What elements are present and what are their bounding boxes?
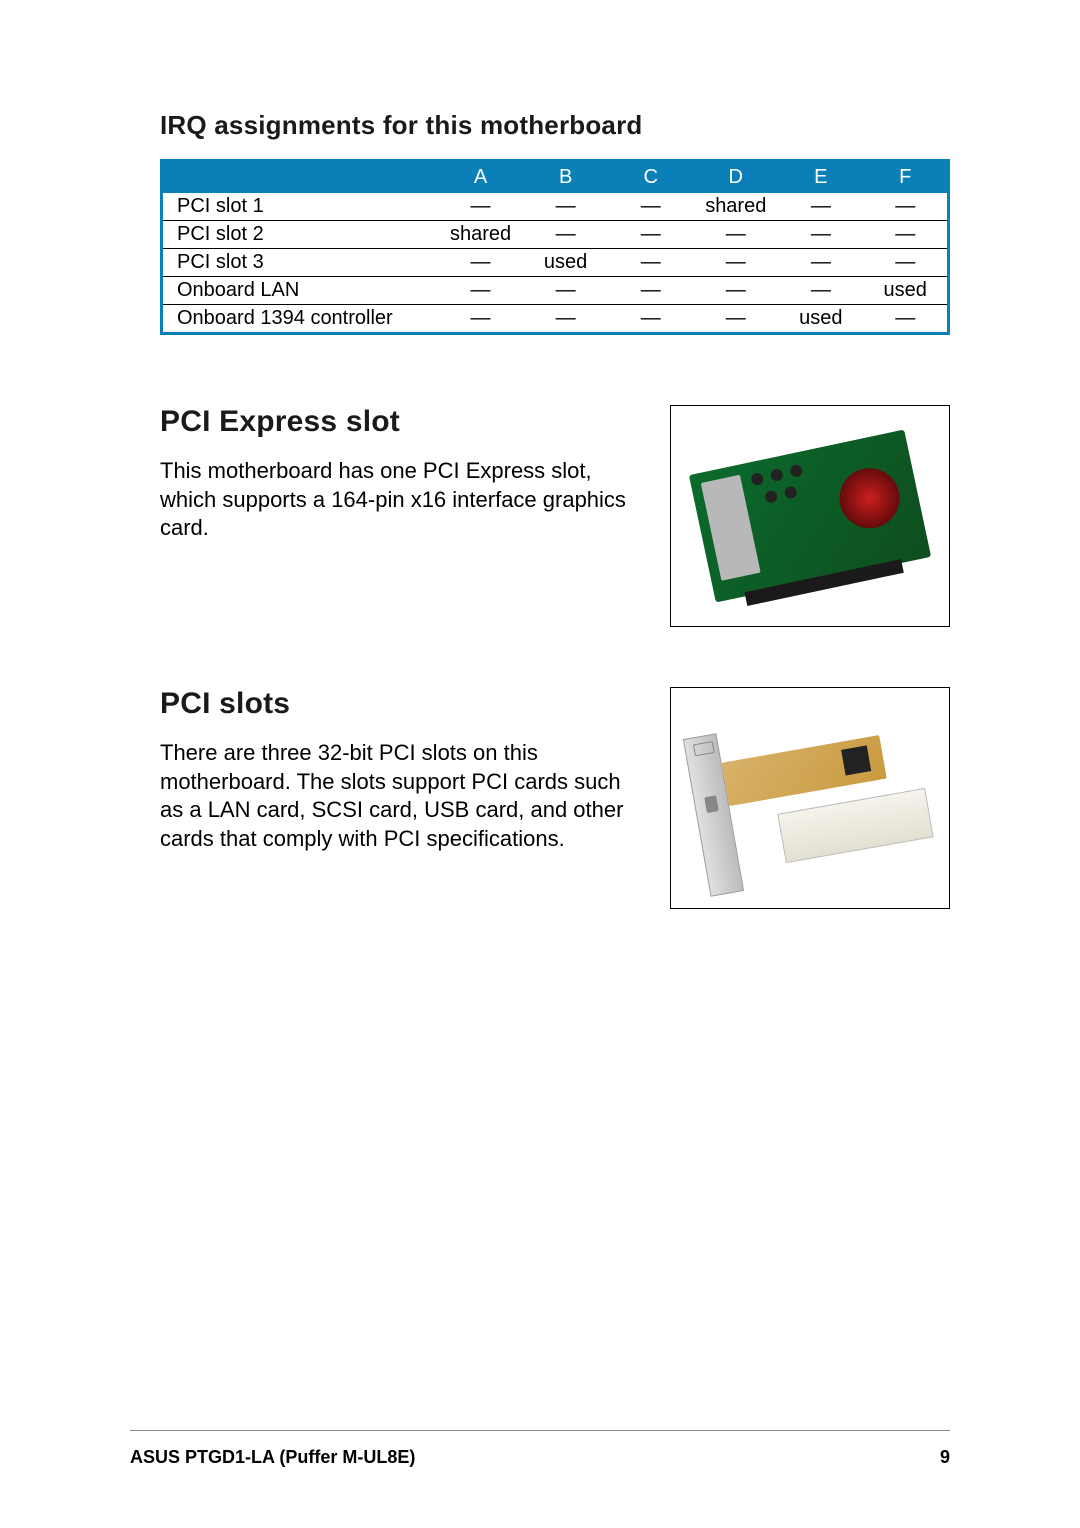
pci-express-image <box>670 405 950 627</box>
irq-cell: — <box>693 277 778 305</box>
irq-row-label: Onboard LAN <box>162 277 439 305</box>
irq-cell: shared <box>693 193 778 221</box>
irq-cell: — <box>693 249 778 277</box>
irq-col-e: E <box>778 161 863 194</box>
pci-slots-heading: PCI slots <box>160 687 630 721</box>
irq-cell: — <box>693 305 778 334</box>
table-row: Onboard LAN — — — — — used <box>162 277 949 305</box>
irq-cell: — <box>863 193 948 221</box>
pci-express-heading: PCI Express slot <box>160 405 630 439</box>
pci-card-icon <box>683 699 937 897</box>
irq-cell: — <box>778 249 863 277</box>
irq-cell: — <box>863 305 948 334</box>
pci-express-text: PCI Express slot This motherboard has on… <box>160 405 630 543</box>
footer-page-number: 9 <box>940 1447 950 1468</box>
irq-row-label: Onboard 1394 controller <box>162 305 439 334</box>
irq-cell: — <box>863 221 948 249</box>
graphics-card-icon <box>689 430 931 603</box>
irq-row-label: PCI slot 3 <box>162 249 439 277</box>
pci-express-section: PCI Express slot This motherboard has on… <box>160 405 950 627</box>
irq-cell: — <box>778 277 863 305</box>
irq-cell: — <box>523 221 608 249</box>
irq-cell: shared <box>438 221 523 249</box>
irq-cell: — <box>693 221 778 249</box>
irq-header-blank <box>162 161 439 194</box>
irq-cell: — <box>523 193 608 221</box>
irq-cell: — <box>608 221 693 249</box>
pci-slots-text: PCI slots There are three 32-bit PCI slo… <box>160 687 630 853</box>
irq-cell: — <box>608 305 693 334</box>
table-row: Onboard 1394 controller — — — — used — <box>162 305 949 334</box>
irq-col-d: D <box>693 161 778 194</box>
irq-cell: — <box>438 305 523 334</box>
irq-table: A B C D E F PCI slot 1 — — — shared — — … <box>160 159 950 335</box>
irq-col-a: A <box>438 161 523 194</box>
irq-row-label: PCI slot 1 <box>162 193 439 221</box>
irq-cell: — <box>608 193 693 221</box>
page-footer: ASUS PTGD1-LA (Puffer M-UL8E) 9 <box>130 1430 950 1468</box>
irq-cell: — <box>778 221 863 249</box>
irq-cell: used <box>778 305 863 334</box>
footer-model: ASUS PTGD1-LA (Puffer M-UL8E) <box>130 1447 415 1468</box>
pci-slots-body: There are three 32-bit PCI slots on this… <box>160 739 630 853</box>
pci-slots-section: PCI slots There are three 32-bit PCI slo… <box>160 687 950 909</box>
irq-cell: — <box>778 193 863 221</box>
irq-cell: — <box>523 277 608 305</box>
irq-cell: — <box>863 249 948 277</box>
manual-page: IRQ assignments for this motherboard A B… <box>0 0 1080 1528</box>
irq-header-row: A B C D E F <box>162 161 949 194</box>
table-row: PCI slot 1 — — — shared — — <box>162 193 949 221</box>
irq-cell: used <box>523 249 608 277</box>
pci-slot-image <box>670 687 950 909</box>
irq-col-f: F <box>863 161 948 194</box>
irq-cell: used <box>863 277 948 305</box>
irq-col-c: C <box>608 161 693 194</box>
irq-cell: — <box>438 249 523 277</box>
pci-express-body: This motherboard has one PCI Express slo… <box>160 457 630 543</box>
irq-cell: — <box>438 193 523 221</box>
irq-row-label: PCI slot 2 <box>162 221 439 249</box>
table-row: PCI slot 3 — used — — — — <box>162 249 949 277</box>
irq-cell: — <box>608 277 693 305</box>
irq-col-b: B <box>523 161 608 194</box>
irq-cell: — <box>523 305 608 334</box>
irq-cell: — <box>438 277 523 305</box>
irq-tbody: PCI slot 1 — — — shared — — PCI slot 2 s… <box>162 193 949 334</box>
irq-cell: — <box>608 249 693 277</box>
table-row: PCI slot 2 shared — — — — — <box>162 221 949 249</box>
irq-heading: IRQ assignments for this motherboard <box>160 110 950 141</box>
